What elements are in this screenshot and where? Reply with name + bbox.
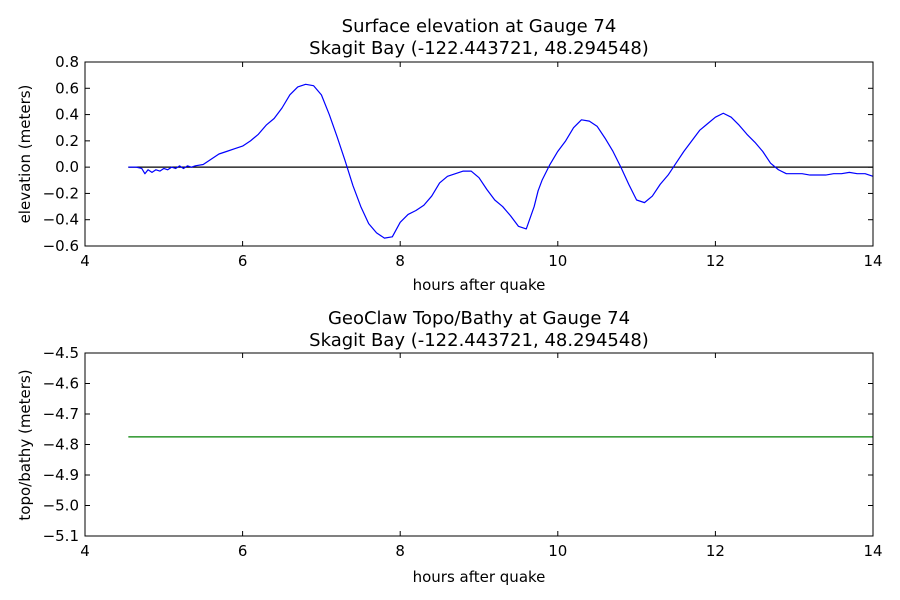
y-tick-label: −4.9	[43, 466, 79, 484]
topo-x-axis-label: hours after quake	[413, 568, 546, 586]
y-tick-label: 0.0	[55, 158, 79, 176]
y-tick-label: −0.2	[43, 184, 79, 202]
elevation-chart-ticks: 4 6 8 10 12 14 −0.6 −0.4 −0.2 0.0 0.2 0.4 0.6 0.8	[43, 53, 883, 270]
x-tick-label: 12	[706, 542, 725, 560]
y-tick-label: −4.6	[43, 375, 79, 393]
y-tick-label: −4.5	[43, 344, 79, 362]
x-tick-label: 10	[548, 252, 567, 270]
elevation-y-axis-label: elevation (meters)	[16, 85, 34, 224]
y-tick-label: 0.4	[55, 106, 79, 124]
x-tick-label: 4	[80, 542, 90, 560]
topo-chart-frame	[84, 352, 874, 537]
x-tick-label: 12	[706, 252, 725, 270]
topo-y-axis-label: topo/bathy (meters)	[16, 369, 34, 520]
elevation-chart-frame	[84, 61, 874, 247]
elevation-chart: Surface elevation at Gauge 74 Skagit Bay…	[16, 16, 883, 294]
x-tick-label: 8	[395, 542, 405, 560]
elevation-chart-title: Surface elevation at Gauge 74	[342, 16, 617, 37]
x-tick-label: 14	[863, 252, 882, 270]
y-tick-label: −5.0	[43, 497, 79, 515]
topo-bathy-chart: GeoClaw Topo/Bathy at Gauge 74 Skagit Ba…	[16, 308, 883, 586]
y-tick-label: −4.7	[43, 405, 79, 423]
y-tick-label: 0.8	[55, 53, 79, 71]
y-tick-label: −0.6	[43, 237, 79, 255]
topo-chart-subtitle: Skagit Bay (-122.443721, 48.294548)	[309, 330, 649, 351]
elevation-chart-subtitle: Skagit Bay (-122.443721, 48.294548)	[309, 38, 649, 59]
elevation-series-line	[128, 83, 874, 239]
topo-chart-title: GeoClaw Topo/Bathy at Gauge 74	[328, 308, 630, 329]
y-tick-label: −0.4	[43, 211, 79, 229]
elevation-x-axis-label: hours after quake	[413, 276, 546, 294]
y-tick-label: 0.2	[55, 132, 79, 150]
x-tick-label: 10	[548, 542, 567, 560]
x-tick-label: 14	[863, 542, 882, 560]
x-tick-label: 4	[80, 252, 90, 270]
y-tick-label: 0.6	[55, 79, 79, 97]
x-tick-label: 8	[395, 252, 405, 270]
x-tick-label: 6	[238, 252, 248, 270]
x-tick-label: 6	[238, 542, 248, 560]
topo-chart-ticks: 4 6 8 10 12 14 −5.1 −5.0 −4.9 −4.8 −4.7 −4.6 −4.5	[43, 344, 883, 560]
y-tick-label: −5.1	[43, 527, 79, 545]
y-tick-label: −4.8	[43, 436, 79, 454]
